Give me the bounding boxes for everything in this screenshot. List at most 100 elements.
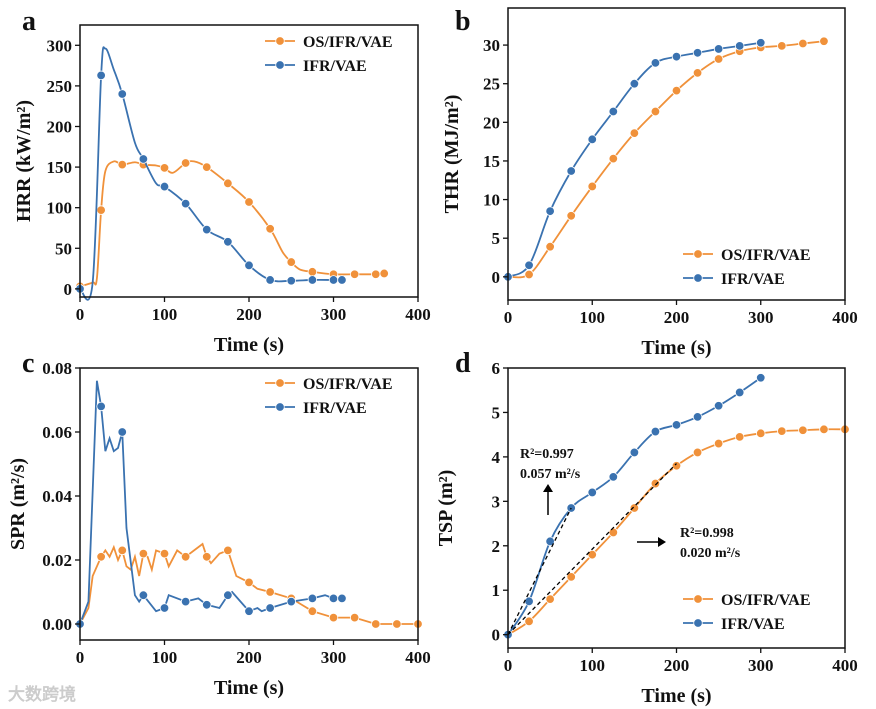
data-point-ifr: [265, 603, 275, 613]
legend-label: IFR/VAE: [721, 271, 785, 288]
y-tick-label: 0.06: [42, 423, 72, 442]
data-point-os: [798, 425, 808, 435]
y-tick-label: 4: [492, 448, 501, 467]
legend-label: IFR/VAE: [721, 616, 785, 633]
data-point-os: [307, 267, 318, 277]
data-point-os: [650, 478, 661, 489]
data-point-os: [777, 426, 787, 436]
data-point-os: [138, 548, 149, 559]
x-tick-label: 300: [321, 305, 347, 324]
x-tick-label: 100: [580, 308, 606, 327]
data-point-os: [371, 269, 381, 279]
panel-label: a: [22, 6, 36, 37]
x-tick-label: 300: [748, 656, 774, 675]
data-point-ifr: [307, 275, 318, 285]
arrow-head: [658, 537, 666, 547]
legend-marker: [693, 273, 703, 283]
plot-frame: [79, 24, 419, 298]
data-point-os: [117, 545, 127, 556]
data-point-ifr: [692, 412, 703, 422]
data-point-ifr: [328, 275, 339, 285]
data-point-ifr: [524, 260, 534, 270]
y-tick-label: 50: [55, 239, 72, 258]
y-axis-label: THR (MJ/m²): [441, 95, 463, 214]
data-point-os: [328, 612, 339, 623]
data-point-os: [587, 181, 597, 192]
data-point-ifr: [756, 373, 766, 383]
y-tick-label: 0.04: [42, 487, 72, 506]
legend-label: IFR/VAE: [303, 58, 367, 75]
legend-marker: [275, 402, 285, 412]
data-point-os: [265, 224, 275, 234]
data-point-ifr: [96, 401, 106, 412]
legend-marker: [275, 378, 285, 388]
x-tick-label: 200: [664, 656, 690, 675]
data-point-ifr: [223, 237, 233, 247]
data-point-ifr: [265, 275, 275, 285]
data-point-os: [566, 572, 576, 582]
series-line-os: [507, 40, 825, 279]
data-point-os: [96, 205, 106, 215]
x-tick-label: 200: [664, 308, 690, 327]
x-tick-label: 300: [748, 308, 774, 327]
data-point-ifr: [566, 166, 576, 176]
y-tick-label: 2: [492, 537, 501, 556]
data-point-os: [223, 178, 233, 189]
x-tick-label: 200: [236, 648, 262, 667]
data-point-ifr: [180, 198, 191, 209]
data-point-os: [608, 153, 619, 164]
data-point-ifr: [337, 593, 347, 604]
y-axis-label: SPR (m²/s): [7, 458, 29, 550]
data-point-ifr: [671, 420, 682, 430]
legend-label: OS/IFR/VAE: [303, 376, 393, 393]
x-tick-label: 0: [504, 656, 513, 675]
data-point-ifr: [608, 106, 619, 117]
legend-marker: [693, 249, 703, 259]
data-point-os: [734, 432, 745, 442]
data-point-os: [392, 619, 402, 629]
x-axis-label: Time (s): [214, 334, 284, 356]
data-point-os: [265, 587, 275, 597]
data-point-ifr: [587, 487, 597, 498]
legend-label: OS/IFR/VAE: [303, 34, 393, 51]
data-point-ifr: [692, 48, 703, 58]
fit-line: [507, 463, 677, 636]
y-tick-label: 25: [483, 75, 500, 94]
y-tick-label: 0.02: [42, 551, 72, 570]
data-point-os: [202, 162, 212, 172]
x-tick-label: 100: [152, 648, 178, 667]
legend-marker: [275, 36, 285, 46]
data-point-ifr: [524, 596, 534, 607]
data-point-ifr: [117, 427, 127, 437]
panel-label: c: [22, 348, 34, 379]
data-point-ifr: [138, 154, 149, 164]
y-tick-label: 200: [47, 117, 73, 136]
data-point-os: [180, 158, 191, 168]
data-point-ifr: [244, 606, 254, 616]
data-point-os: [307, 606, 318, 616]
y-axis-label: HRR (kW/m²): [13, 100, 35, 222]
x-tick-label: 200: [236, 305, 262, 324]
x-tick-label: 300: [321, 648, 347, 667]
data-point-os: [713, 438, 724, 449]
data-point-os: [223, 545, 233, 556]
x-axis-label: Time (s): [214, 677, 284, 699]
data-point-ifr: [180, 596, 191, 607]
x-tick-label: 400: [832, 656, 858, 675]
y-tick-label: 15: [483, 152, 500, 171]
y-tick-label: 3: [492, 492, 501, 511]
data-point-os: [524, 269, 534, 280]
data-point-os: [566, 211, 576, 221]
series-line-ifr: [79, 46, 342, 301]
x-tick-label: 100: [580, 656, 606, 675]
data-point-ifr: [286, 596, 296, 607]
y-tick-label: 5: [492, 403, 501, 422]
y-axis-label: TSP (m²): [435, 470, 457, 547]
y-tick-label: 6: [492, 359, 501, 378]
data-point-ifr: [713, 44, 724, 54]
data-point-os: [629, 503, 640, 513]
data-point-ifr: [202, 224, 212, 235]
legend-label: OS/IFR/VAE: [721, 592, 811, 609]
data-point-ifr: [629, 79, 640, 89]
data-point-ifr: [337, 275, 347, 285]
